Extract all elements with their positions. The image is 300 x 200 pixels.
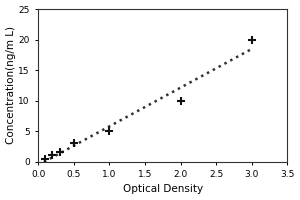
X-axis label: Optical Density: Optical Density bbox=[123, 184, 203, 194]
Y-axis label: Concentration(ng/m L): Concentration(ng/m L) bbox=[6, 26, 16, 144]
